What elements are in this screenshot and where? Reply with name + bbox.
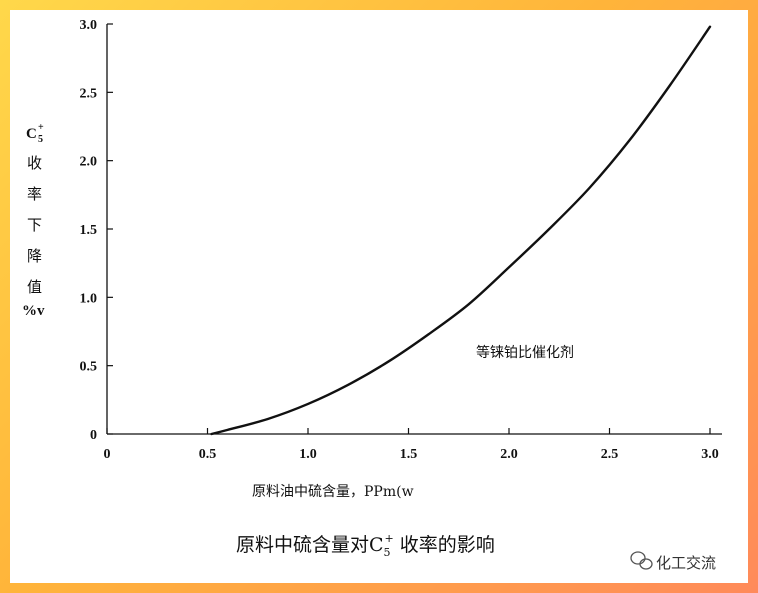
series-group [210, 25, 712, 436]
title-main: 原料中硫含量对C [236, 534, 384, 556]
x-ticks: 0 0.5 1.0 1.5 2.0 2.5 3.0 [104, 428, 719, 462]
data-point [347, 384, 350, 386]
data-point [548, 228, 550, 230]
data-point [387, 360, 390, 363]
x-axis-label: 原料油中硫含量，PPm(w [252, 484, 414, 500]
y-tick-label: 3.0 [80, 18, 98, 33]
data-point [588, 187, 591, 189]
data-point [226, 429, 229, 431]
data-point [508, 266, 510, 269]
series-annotation: 等铼铂比催化剂 [476, 344, 574, 361]
x-tick-label: 1.0 [299, 447, 317, 462]
y-tick-label: 1.5 [80, 223, 98, 238]
data-point [709, 25, 711, 28]
data-point [669, 84, 671, 87]
data-point [267, 418, 269, 420]
title-tail: 收率的影响 [394, 534, 495, 556]
data-point [427, 333, 430, 336]
ylabel-char: 降 [27, 247, 42, 265]
y-tick-label: 0.5 [80, 360, 98, 375]
ylabel-char: 率 [27, 185, 42, 203]
line-chart: 00.51.01.52.02.53.0 0 0.5 1.0 1.5 2.0 2.5 3.0 … [22, 18, 722, 572]
data-point [210, 433, 213, 435]
x-tick-label: 0.5 [199, 447, 217, 462]
ylabel-char: 值 [27, 278, 42, 296]
x-tick-label: 1.5 [400, 447, 418, 462]
chart-frame: 0 0.5 1.0 1.5 2.0 2.5 3.0 0 0.5 1.0 1.5 2.0 2.5 3.0 … [10, 10, 748, 583]
x-tick-label: 3.0 [701, 447, 719, 462]
ylabel-sup: + [38, 122, 44, 133]
y-tick-label: 2.0 [80, 155, 98, 170]
watermark-text: 化工交流 [656, 554, 716, 572]
y-tick-label: 2.5 [80, 86, 98, 101]
x-tick-label: 2.0 [500, 447, 518, 462]
y-tick-label: 1.0 [80, 291, 98, 306]
ylabel-sub: 5 [38, 134, 43, 145]
ylabel-char: 下 [27, 216, 42, 234]
title-sup: + [385, 532, 394, 545]
title-sub: 5 [384, 546, 391, 559]
data-point [468, 303, 470, 305]
y-tick-label: 0 [90, 428, 97, 443]
x-tick-label: 2.5 [601, 447, 619, 462]
watermark: 化工交流 [630, 551, 716, 572]
series-line [210, 25, 712, 436]
wechat-icon [630, 551, 653, 570]
data-point [307, 403, 309, 405]
ylabel-c: C [26, 126, 37, 142]
chart-title: 原料中硫含量对C5+ 收率的影响 [236, 532, 495, 559]
x-tick-label: 0 [104, 447, 111, 462]
y-ticks: 0 0.5 1.0 1.5 2.0 2.5 3.0 [80, 18, 113, 443]
data-point [628, 139, 631, 141]
ylabel-unit: %v [22, 303, 45, 319]
ylabel-char: 收 [27, 154, 42, 172]
